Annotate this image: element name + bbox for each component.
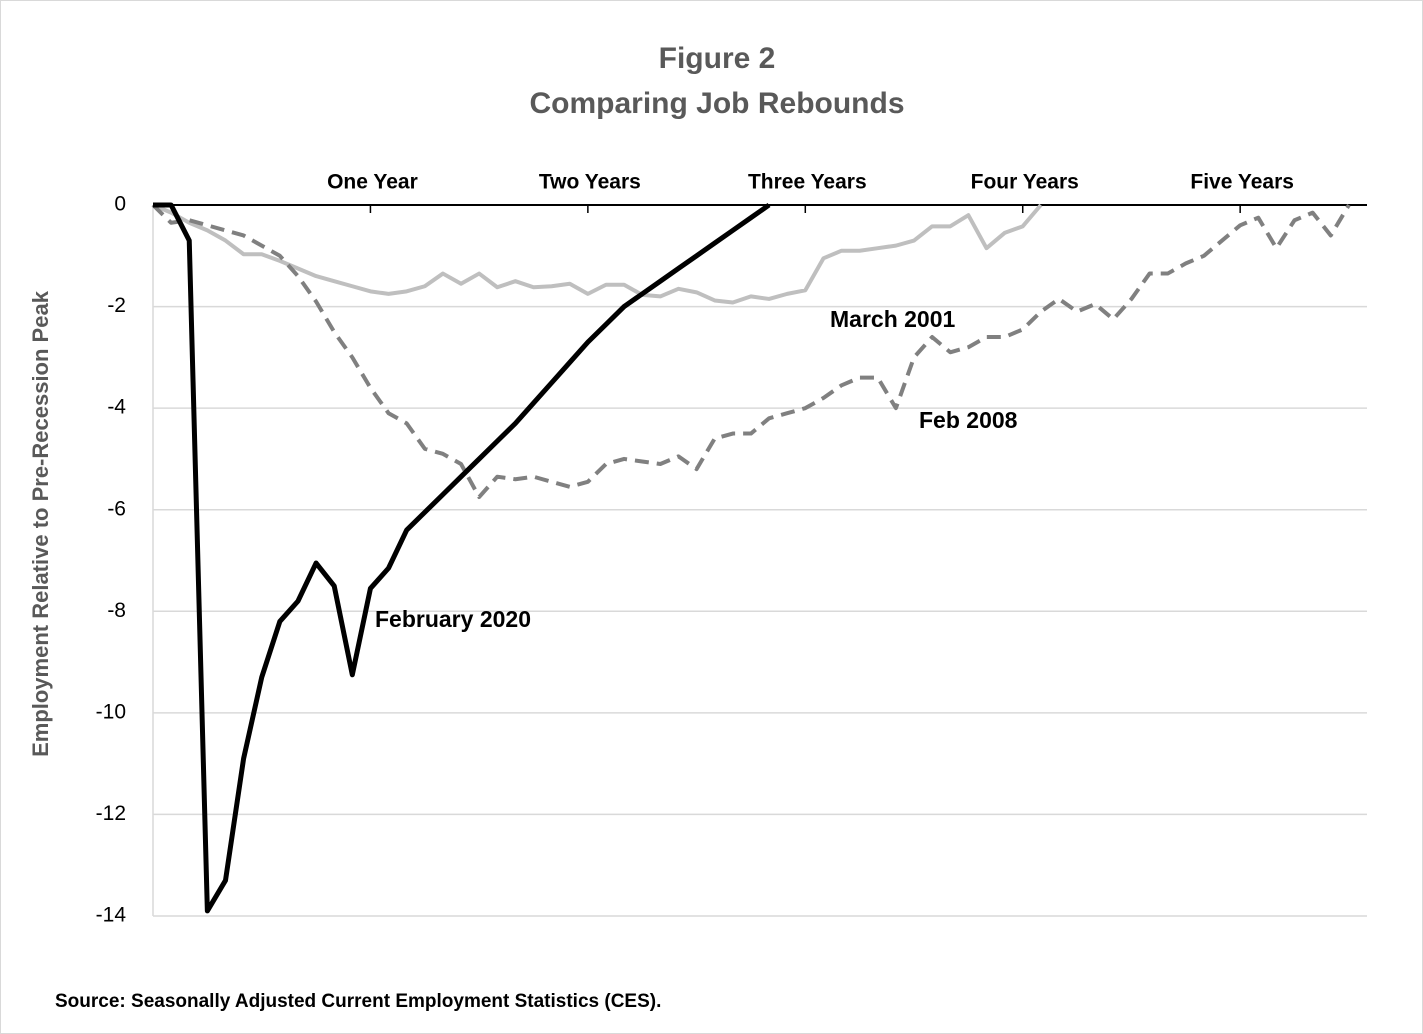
annotation: Feb 2008	[919, 407, 1018, 433]
y-tick-label: -10	[96, 700, 126, 723]
annotation: February 2020	[375, 606, 531, 632]
y-tick-label: -6	[107, 497, 126, 520]
y-axis-label: Employment Relative to Pre-Recession Pea…	[28, 290, 53, 757]
y-tick-label: -12	[96, 802, 126, 825]
y-tick-label: 0	[114, 193, 126, 216]
x-tick-label: Five Years	[1190, 171, 1294, 194]
x-tick-label: Four Years	[971, 171, 1079, 194]
source-note: Source: Seasonally Adjusted Current Empl…	[55, 991, 661, 1012]
y-tick-label: -14	[96, 904, 127, 927]
series-line	[152, 203, 1043, 305]
x-tick-label: Three Years	[748, 171, 867, 194]
series-line	[151, 203, 1351, 500]
y-tick-label: -8	[107, 599, 126, 622]
series-line	[153, 202, 771, 914]
y-tick-label: -2	[107, 294, 126, 317]
y-tick-label: -4	[107, 396, 126, 419]
chart-title: Figure 2	[659, 42, 776, 75]
chart-subtitle: Comparing Job Rebounds	[530, 87, 905, 120]
plot-area: 0 -2 -4 -6 -8 -10 -12 -14 One Year Two Years Three…	[96, 171, 1367, 927]
x-tick-label: One Year	[327, 171, 418, 194]
x-tick-label: Two Years	[539, 171, 641, 194]
annotation: March 2001	[830, 306, 956, 332]
